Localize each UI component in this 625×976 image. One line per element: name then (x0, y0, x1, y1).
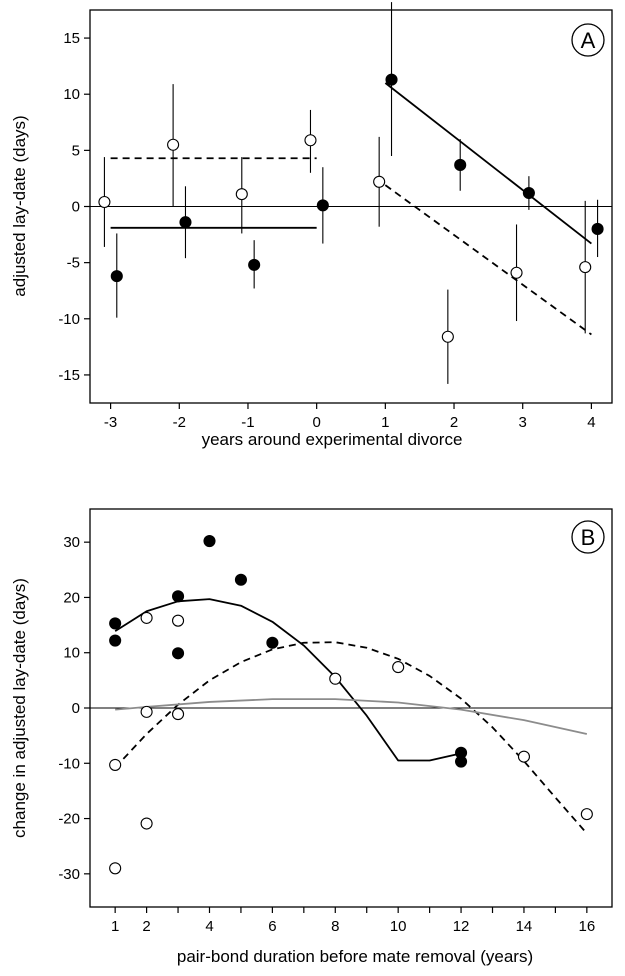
x-tick-label-b: 14 (516, 918, 533, 935)
panel-label-b: B (581, 525, 596, 550)
open-point (140, 817, 153, 830)
open-point (171, 708, 185, 721)
x-tick-label-a: 2 (450, 414, 458, 431)
open-point (517, 750, 531, 763)
open-point (167, 138, 180, 151)
x-tick-label-a: 0 (312, 414, 320, 431)
filled-point (171, 590, 185, 603)
y-tick-label-a: 5 (72, 142, 80, 159)
data-points-a (98, 73, 604, 343)
x-tick-label-b: 6 (268, 918, 276, 935)
x-tick-label-a: -2 (173, 414, 186, 431)
y-tick-label-b: 0 (72, 700, 80, 717)
open-point (510, 266, 523, 279)
filled-point (171, 647, 185, 660)
filled-point (234, 573, 247, 586)
filled-point (454, 158, 467, 172)
open-point (235, 188, 248, 201)
open-point (329, 672, 342, 685)
y-axis-title-a: adjusted lay-date (days) (10, 115, 29, 296)
panel-label-circle-a (571, 23, 605, 57)
filled-point (179, 216, 192, 229)
filled-point (248, 258, 261, 271)
filled-point (385, 73, 398, 86)
filled-point (591, 222, 604, 236)
open-point (580, 808, 593, 821)
open-point (392, 661, 405, 674)
open-point (109, 862, 122, 875)
data-points-b (109, 535, 593, 875)
y-tick-label-a: 10 (63, 86, 80, 103)
x-tick-label-b: 12 (453, 918, 470, 935)
y-tick-label-a: -10 (58, 311, 80, 328)
filled-point (455, 755, 468, 768)
y-tick-label-b: 30 (63, 534, 80, 551)
x-tick-label-a: 4 (587, 414, 595, 431)
x-tick-label-a: 1 (381, 414, 389, 431)
x-tick-label-b: 1 (111, 918, 119, 935)
filled-point (522, 186, 535, 200)
x-tick-label-b: 2 (142, 918, 150, 935)
fit-curve (115, 698, 588, 735)
filled-point (109, 634, 122, 647)
open-point (140, 705, 153, 718)
panel-label-circle-b (571, 520, 605, 554)
y-tick-label-b: -10 (58, 755, 80, 772)
open-point (441, 330, 454, 343)
y-tick-label-a: 0 (72, 199, 80, 216)
y-tick-label-b: -30 (58, 866, 80, 883)
x-axis-title-b: pair-bond duration before mate removal (… (177, 947, 533, 966)
fit-curve (114, 598, 462, 762)
y-axis-title-b: change in adjusted lay-date (days) (10, 578, 29, 838)
open-point (109, 758, 122, 771)
fit-curves-b (114, 598, 588, 835)
fit-lines-a (110, 82, 592, 336)
open-point (373, 175, 386, 188)
filled-point (203, 535, 216, 548)
open-point (304, 134, 317, 147)
fit-line-open (384, 184, 592, 336)
x-tick-label-a: -1 (241, 414, 254, 431)
filled-point (109, 617, 122, 630)
x-tick-label-a: 3 (519, 414, 527, 431)
x-tick-label-b: 16 (578, 918, 595, 935)
open-point (171, 614, 185, 627)
y-tick-label-a: -5 (67, 255, 80, 272)
y-tick-label-b: -20 (58, 811, 80, 828)
open-point (98, 195, 111, 209)
x-tick-label-b: 4 (205, 918, 213, 935)
x-tick-label-b: 10 (390, 918, 407, 935)
y-tick-label-b: 10 (63, 645, 80, 662)
open-point (579, 261, 592, 274)
filled-point (110, 270, 123, 283)
fit-line-filled (384, 82, 592, 245)
filled-point (266, 636, 279, 649)
y-tick-label-a: -15 (58, 367, 80, 384)
open-point (140, 611, 153, 624)
y-tick-label-b: 20 (63, 589, 80, 606)
x-axis-title-a: years around experimental divorce (202, 430, 463, 449)
filled-point (316, 199, 329, 212)
x-tick-label-b: 8 (331, 918, 339, 935)
y-tick-label-a: 15 (63, 30, 80, 47)
fit-curve (114, 641, 588, 835)
panel-label-a: A (581, 28, 596, 53)
x-tick-label-a: -3 (104, 414, 117, 431)
